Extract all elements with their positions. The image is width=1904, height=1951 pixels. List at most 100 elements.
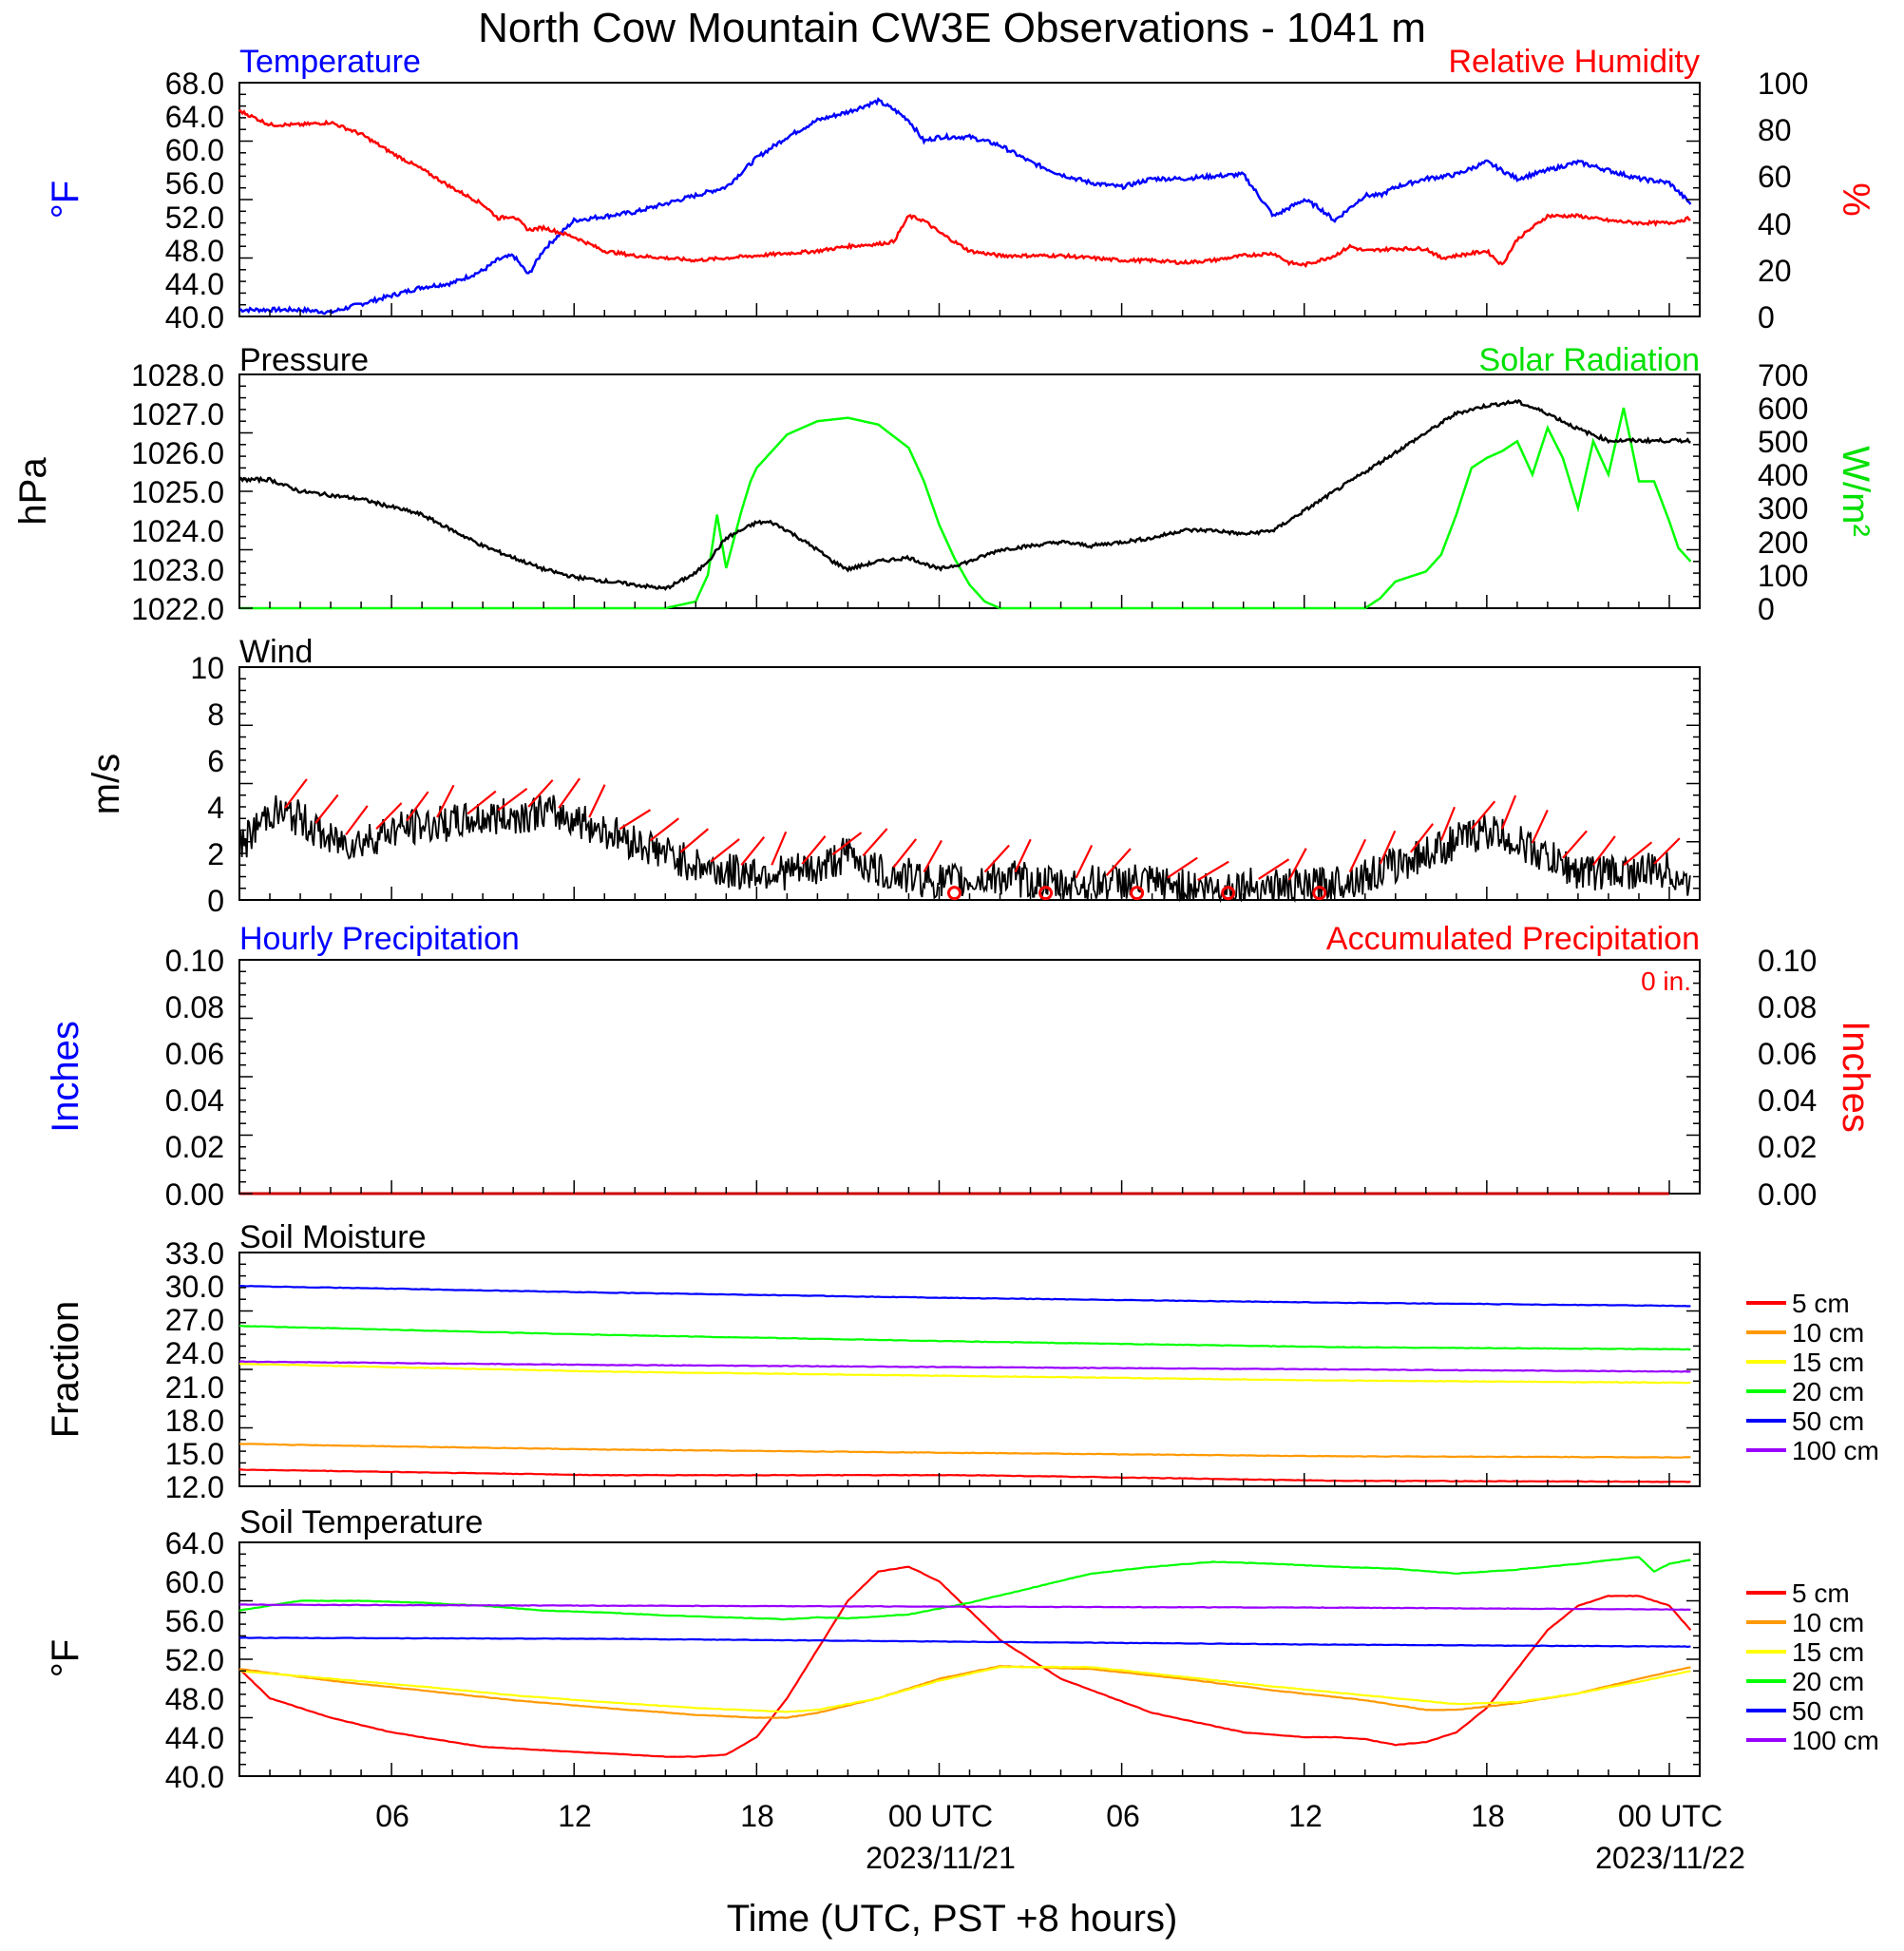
wind-barb <box>558 777 581 809</box>
st-tick-label: 56.0 <box>165 1604 224 1638</box>
wind-barb <box>1439 806 1456 841</box>
wind-barb <box>983 844 1010 873</box>
temperature-line <box>238 97 1692 316</box>
calm-wind-marker <box>1038 886 1054 901</box>
pressure-tick-label: 1025.0 <box>131 475 224 509</box>
wind-barb <box>406 791 429 822</box>
accum-precip-title: Accumulated Precipitation <box>1326 921 1700 957</box>
wind-barb <box>1075 845 1094 879</box>
solar-tick-label: 300 <box>1758 491 1808 526</box>
hourly-precip-title: Hourly Precipitation <box>239 921 520 957</box>
wind-barb <box>1379 830 1397 865</box>
precip-right-ticks: 0.10 0.08 0.06 0.04 0.02 0.00 <box>1758 944 1817 1212</box>
wind-barbs <box>284 777 1681 901</box>
wind-barb <box>527 779 554 808</box>
soil-moisture-unit: Fraction <box>45 1301 86 1439</box>
wind-tick-label: 2 <box>207 837 224 871</box>
precip-right-tick-label: 0.02 <box>1758 1130 1817 1164</box>
wind-barb <box>1014 838 1032 873</box>
wind-barb <box>1348 838 1367 873</box>
temp-tick-label: 52.0 <box>165 201 224 235</box>
st-legend-label: 20 cm <box>1792 1667 1864 1696</box>
wind-barb <box>466 790 497 815</box>
wind-tick-label: 8 <box>207 698 224 732</box>
relative-humidity-line <box>238 108 1691 268</box>
wind-barb <box>1592 835 1616 866</box>
soil-moisture-legend: 5 cm 10 cm 15 cm 20 cm 50 cm 100 cm <box>1746 1289 1879 1465</box>
x-tick-label: 00 UTC <box>1618 1799 1723 1833</box>
series-line-10-cm <box>238 1664 1691 1719</box>
series-line-5-cm <box>238 1565 1692 1758</box>
wind-barb <box>1500 794 1517 830</box>
wind-barb <box>436 784 455 818</box>
pressure-tick-label: 1024.0 <box>131 514 224 548</box>
series-line-15-cm <box>238 1363 1691 1385</box>
x-tick-label: 12 <box>1288 1799 1323 1833</box>
x-date-label: 2023/11/21 <box>866 1841 1016 1875</box>
pressure-unit: hPa <box>12 457 54 526</box>
wind-tick-label: 4 <box>207 791 224 825</box>
wind-barb <box>1531 810 1549 844</box>
sm-tick-label: 24.0 <box>165 1336 224 1370</box>
wind-barb <box>1258 858 1290 880</box>
pressure-tick-label: 1028.0 <box>131 358 224 392</box>
wind-barb <box>1197 860 1229 882</box>
sm-legend-label: 20 cm <box>1792 1377 1864 1406</box>
soil-temp-unit: °F <box>45 1639 86 1677</box>
st-legend-label: 10 cm <box>1792 1608 1864 1637</box>
wind-barb <box>619 809 652 831</box>
sm-tick-label: 21.0 <box>165 1370 224 1405</box>
sm-tick-label: 30.0 <box>165 1270 224 1304</box>
soil-temp-legend: 5 cm 10 cm 15 cm 20 cm 50 cm 100 cm <box>1746 1578 1879 1755</box>
temp-tick-label: 44.0 <box>165 267 224 301</box>
precip-tick-label: 0.08 <box>165 990 224 1024</box>
temp-tick-label: 64.0 <box>165 100 224 134</box>
panel-temp-rh: Temperature Relative Humidity °F % 68.0 … <box>45 44 1876 335</box>
wind-barb <box>1105 848 1132 877</box>
wind-barb <box>710 838 740 863</box>
st-tick-label: 64.0 <box>165 1526 224 1560</box>
precip-right-tick-label: 0.00 <box>1758 1177 1817 1212</box>
wind-tick-label: 6 <box>207 744 224 778</box>
rh-unit: % <box>1835 182 1876 217</box>
calm-wind-marker <box>1312 886 1327 901</box>
soil-moisture-lines <box>238 1284 1691 1483</box>
wind-barb <box>1409 823 1435 853</box>
wind-left-ticks: 10 8 6 4 2 0 <box>190 651 224 918</box>
st-tick-label: 60.0 <box>165 1565 224 1599</box>
solar-tick-label: 400 <box>1758 458 1808 492</box>
wind-barb <box>1287 848 1307 881</box>
x-tick-label: 06 <box>1106 1799 1140 1833</box>
x-tick-label: 18 <box>740 1799 774 1833</box>
precip-right-tick-label: 0.10 <box>1758 944 1817 978</box>
calm-wind-marker <box>1221 886 1236 901</box>
pressure-tick-label: 1023.0 <box>131 553 224 587</box>
wind-barb <box>1562 830 1588 859</box>
wind-barb <box>679 828 710 853</box>
st-tick-label: 48.0 <box>165 1682 224 1716</box>
precip-tick-label: 0.04 <box>165 1083 224 1118</box>
solar-tick-label: 700 <box>1758 358 1808 392</box>
series-line-100-cm <box>238 1603 1691 1612</box>
wind-barb <box>923 839 942 873</box>
precip-left-unit: Inches <box>45 1021 86 1133</box>
rh-tick-label: 80 <box>1758 113 1792 147</box>
temperature-unit: °F <box>45 181 86 219</box>
wind-barb <box>831 832 863 856</box>
panel-soil-temp-frame <box>238 1541 1701 1777</box>
st-tick-label: 40.0 <box>165 1760 224 1794</box>
panel-pressure-solar: Pressure Solar Radiation hPa W/m² 1028.0… <box>12 342 1876 626</box>
wind-title: Wind <box>239 634 313 670</box>
x-tick-label: 06 <box>375 1799 409 1833</box>
x-tick-label: 12 <box>558 1799 592 1833</box>
st-legend-label: 15 cm <box>1792 1637 1864 1667</box>
precip-right-tick-label: 0.04 <box>1758 1083 1817 1118</box>
series-line-20-cm <box>238 1325 1691 1351</box>
solar-title: Solar Radiation <box>1479 342 1700 378</box>
wind-barb <box>588 784 606 818</box>
sm-legend-label: 15 cm <box>1792 1348 1864 1377</box>
panel-temp-rh-frame <box>238 82 1701 317</box>
series-line-50-cm <box>238 1636 1691 1649</box>
st-legend-label: 100 cm <box>1792 1726 1879 1755</box>
